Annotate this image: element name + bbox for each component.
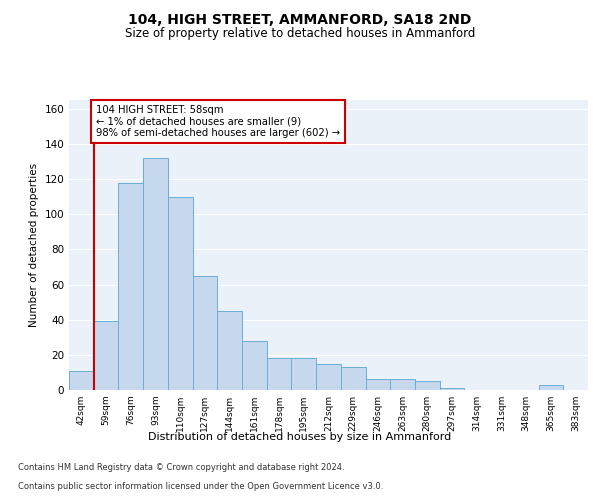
Bar xyxy=(69,370,94,390)
Bar xyxy=(242,341,267,390)
Bar xyxy=(94,322,118,390)
Bar xyxy=(193,276,217,390)
Bar xyxy=(539,384,563,390)
Bar xyxy=(316,364,341,390)
Bar xyxy=(267,358,292,390)
Bar xyxy=(292,358,316,390)
Text: Distribution of detached houses by size in Ammanford: Distribution of detached houses by size … xyxy=(148,432,452,442)
Bar xyxy=(415,381,440,390)
Bar xyxy=(365,380,390,390)
Text: 104 HIGH STREET: 58sqm
← 1% of detached houses are smaller (9)
98% of semi-detac: 104 HIGH STREET: 58sqm ← 1% of detached … xyxy=(96,106,340,138)
Bar xyxy=(168,196,193,390)
Text: Size of property relative to detached houses in Ammanford: Size of property relative to detached ho… xyxy=(125,28,475,40)
Bar xyxy=(143,158,168,390)
Bar xyxy=(390,380,415,390)
Text: 104, HIGH STREET, AMMANFORD, SA18 2ND: 104, HIGH STREET, AMMANFORD, SA18 2ND xyxy=(128,12,472,26)
Bar xyxy=(440,388,464,390)
Bar xyxy=(217,311,242,390)
Text: Contains HM Land Registry data © Crown copyright and database right 2024.: Contains HM Land Registry data © Crown c… xyxy=(18,464,344,472)
Text: Contains public sector information licensed under the Open Government Licence v3: Contains public sector information licen… xyxy=(18,482,383,491)
Y-axis label: Number of detached properties: Number of detached properties xyxy=(29,163,39,327)
Bar xyxy=(118,182,143,390)
Bar xyxy=(341,367,365,390)
